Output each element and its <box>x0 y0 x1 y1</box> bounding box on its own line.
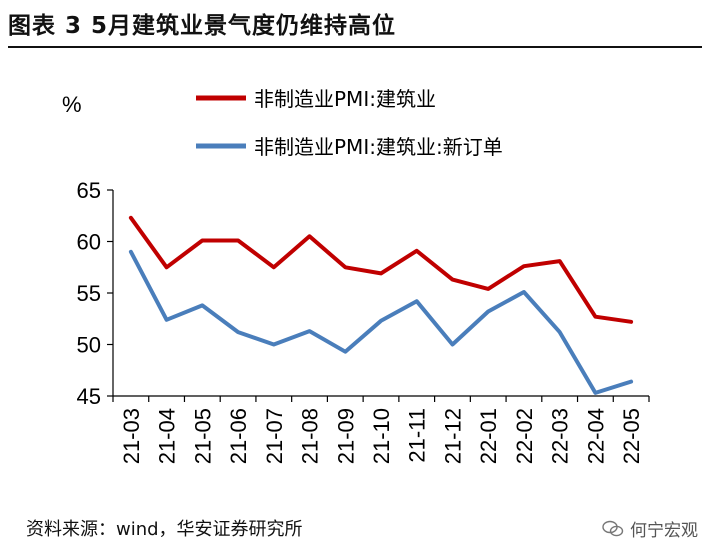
x-tick-label: 22-05 <box>619 408 644 464</box>
y-tick-label: 60 <box>77 230 101 255</box>
x-tick-label: 21-04 <box>155 408 180 464</box>
legend: 非制造业PMI:建筑业 非制造业PMI:建筑业:新订单 <box>196 87 503 159</box>
watermark-text: 何宁宏观 <box>630 521 698 541</box>
series-line-2 <box>128 249 634 395</box>
y-axis-label: % <box>62 92 82 117</box>
series-lines <box>128 215 634 395</box>
x-tick-label: 21-09 <box>333 408 358 464</box>
x-axis: 21-03 21-04 21-05 21-06 21-07 21-08 21-09 21-10… <box>112 395 650 464</box>
chart-title: 图表 3 5月建筑业景气度仍维持高位 <box>8 13 397 39</box>
line-chart: % 非制造业PMI:建筑业 非制造业PMI:建筑业:新订单 45 50 55 60 65… <box>62 87 650 464</box>
watermark: 何宁宏观 <box>602 516 698 541</box>
x-tick-label: 21-07 <box>262 408 287 464</box>
series-line-1 <box>128 215 634 324</box>
wechat-icon <box>602 520 624 536</box>
x-tick-label: 21-06 <box>226 408 251 464</box>
y-tick-label: 55 <box>77 281 101 306</box>
title-divider <box>8 46 702 48</box>
x-tick-label: 22-02 <box>512 408 537 464</box>
x-tick-label: 21-11 <box>405 408 430 463</box>
legend-label-series-1: 非制造业PMI:建筑业 <box>254 87 436 111</box>
x-tick-label: 21-08 <box>298 408 323 464</box>
legend-label-series-2: 非制造业PMI:建筑业:新订单 <box>254 135 503 159</box>
x-tick-label: 21-03 <box>119 408 144 464</box>
y-axis: 45 50 55 60 65 <box>77 178 114 409</box>
x-tick-label: 22-03 <box>548 408 573 464</box>
x-tick-label: 22-04 <box>583 408 608 464</box>
source-note: 资料来源：wind，华安证券研究所 <box>26 519 303 540</box>
x-tick-label: 22-01 <box>476 408 501 464</box>
y-tick-label: 65 <box>77 178 101 203</box>
x-tick-label: 21-12 <box>440 408 465 464</box>
y-tick-label: 50 <box>77 333 101 358</box>
y-tick-label: 45 <box>77 384 101 409</box>
x-tick-label: 21-05 <box>190 408 215 464</box>
x-tick-label: 21-10 <box>369 408 394 464</box>
